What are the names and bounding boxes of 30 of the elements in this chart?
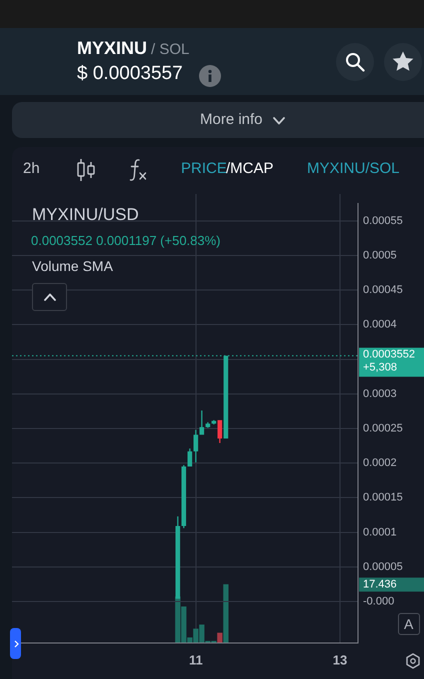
candlestick [199, 410, 204, 435]
text: / SOL [151, 41, 190, 58]
y-tick-label: 0.00055 [363, 214, 403, 227]
text: More info [200, 111, 263, 128]
x-tick-label: 11 [188, 652, 203, 668]
text: 2h [23, 160, 40, 177]
y-tick-label: 0.0005 [363, 250, 397, 262]
x-tick-label: 13 [332, 652, 348, 668]
text: A [404, 616, 414, 632]
bar [217, 632, 222, 643]
text: MYXINU/SOL [307, 160, 400, 177]
y-tick-label: 0.0003 [363, 388, 397, 400]
text: $ 0.0003557 [77, 63, 183, 85]
text: 0.0003552 0.0001197 (+50.83%) [31, 233, 221, 248]
y-tick-label: 0.0001 [363, 526, 397, 538]
annotation: Volume SMA [32, 258, 113, 274]
y-tick-label: 0.00045 [363, 284, 403, 296]
y-tick-label: 0.00025 [363, 422, 403, 435]
text: 17.436 [363, 578, 397, 591]
text: PRICE [181, 160, 227, 177]
text: MYXINU [77, 38, 148, 59]
text: /MCAP [226, 160, 274, 177]
y-tick-label: 0.00005 [363, 560, 403, 573]
y-tick-label: 0.00015 [363, 492, 403, 504]
y-tick-label: 0.0002 [363, 457, 397, 470]
y-tick-label: -0.000 [363, 596, 394, 608]
ref-line-label: 0.0003552 +5,308 [363, 348, 415, 374]
chart-title: MYXINU/USD [32, 205, 139, 225]
bar [223, 584, 228, 643]
y-tick-label: 0.0004 [363, 318, 397, 331]
